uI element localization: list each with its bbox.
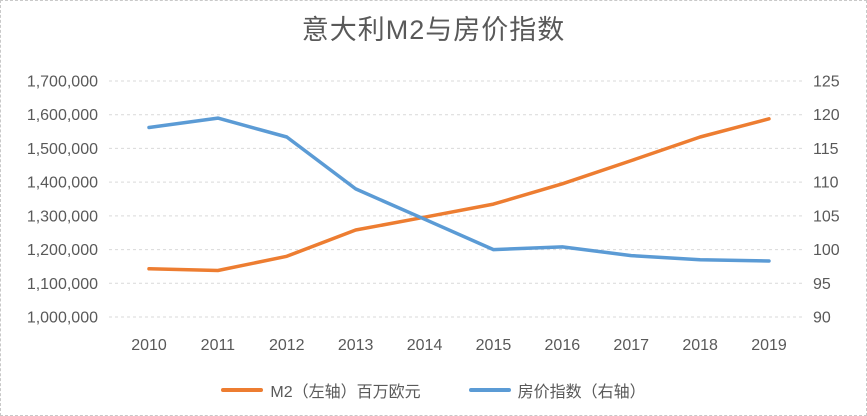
legend-item[interactable]: 房价指数（右轴）: [468, 378, 646, 402]
left-axis-tick-label: 1,600,000: [27, 107, 98, 124]
legend: M2（左轴）百万欧元 房价指数（右轴）: [1, 378, 866, 402]
x-axis-tick-label: 2012: [269, 337, 305, 354]
chart-title: 意大利M2与房价指数: [301, 15, 566, 45]
left-axis-tick-label: 1,700,000: [27, 74, 98, 91]
legend-line-swatch: [468, 388, 511, 392]
x-axis-tick-label: 2018: [682, 337, 718, 354]
right-axis-tick-label: 120: [813, 107, 840, 124]
right-axis-tick-label: 105: [813, 208, 840, 225]
left-axis-tick-label: 1,100,000: [27, 276, 98, 293]
legend-item[interactable]: M2（左轴）百万欧元: [221, 378, 421, 402]
left-axis-tick-label: 1,200,000: [27, 242, 98, 259]
x-axis-tick-label: 2017: [613, 337, 649, 354]
series-line-right: [147, 116, 771, 263]
x-axis-tick-label: 2010: [131, 337, 167, 354]
right-axis-tick-label: 100: [813, 242, 840, 259]
left-axis-tick-label: 1,500,000: [27, 141, 98, 158]
x-axis-tick-label: 2016: [545, 337, 581, 354]
right-axis-tick-label: 115: [813, 141, 839, 158]
left-axis-tick-label: 1,300,000: [27, 208, 98, 225]
right-axis-tick-label: 125: [813, 74, 840, 91]
legend-line-swatch: [221, 388, 264, 392]
left-axis-tick-label: 1,000,000: [27, 310, 98, 327]
x-axis-tick-label: 2014: [407, 337, 443, 354]
right-axis-tick-label: 90: [813, 310, 831, 327]
legend-label: M2（左轴）百万欧元: [270, 384, 421, 401]
x-axis-tick-label: 2013: [338, 337, 374, 354]
left-axis-tick-label: 1,400,000: [27, 175, 98, 192]
legend-label: 房价指数（右轴）: [517, 384, 646, 401]
right-axis-tick-label: 110: [813, 175, 839, 192]
x-axis-tick-label: 2015: [476, 337, 512, 354]
series-line-left: [147, 117, 771, 273]
x-axis-tick-label: 2011: [201, 337, 236, 354]
x-axis-tick-label: 2019: [751, 337, 787, 354]
right-axis-tick-label: 95: [813, 276, 831, 293]
